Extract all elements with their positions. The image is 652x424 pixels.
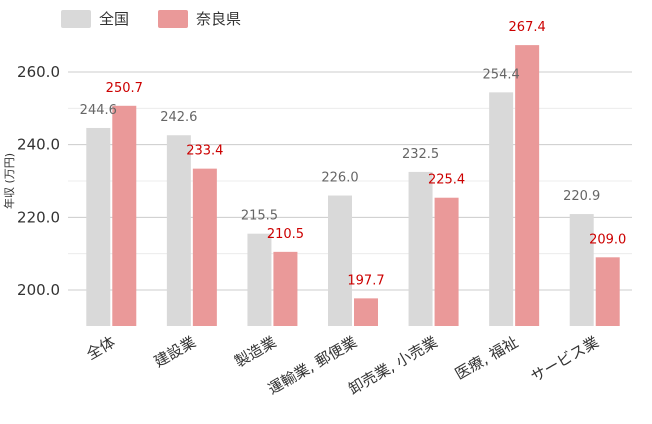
data-label-national: 215.5: [241, 209, 278, 224]
data-label-nara: 267.4: [509, 20, 546, 35]
data-label-nara: 225.4: [428, 173, 465, 188]
y-axis-title: 年収 (万円): [2, 153, 16, 209]
y-tick-label: 220.0: [17, 208, 60, 226]
bar-nara: [515, 45, 540, 326]
bar-national: [247, 233, 272, 326]
legend-label-national: 全国: [99, 10, 129, 28]
data-label-national: 232.5: [402, 147, 439, 162]
data-label-nara: 209.0: [589, 232, 626, 247]
y-tick-label: 240.0: [17, 136, 60, 154]
data-label-national: 242.6: [160, 110, 197, 125]
bar-nara: [112, 105, 137, 326]
x-category-label: 製造業: [231, 333, 279, 371]
data-label-national: 254.4: [483, 67, 520, 82]
bar-national: [489, 92, 514, 326]
legend-swatch-nara: [158, 10, 188, 28]
bar-national: [569, 214, 594, 326]
data-label-nara: 233.4: [186, 144, 223, 159]
y-tick-label: 200.0: [17, 281, 60, 299]
data-label-nara: 197.7: [347, 273, 384, 288]
bar-nara: [434, 197, 459, 326]
data-label-national: 226.0: [321, 171, 358, 186]
data-labels: 244.6 250.7 242.6 233.4 215.5 210.5 226.0 197.7…: [80, 20, 627, 288]
bar-nara: [273, 251, 298, 326]
x-category-label: 建設業: [151, 333, 199, 371]
data-label-national: 244.6: [80, 103, 117, 118]
data-label-national: 220.9: [563, 189, 600, 204]
y-tick-label: 260.0: [17, 63, 60, 81]
x-category-label: サービス業: [528, 333, 602, 386]
data-label-nara: 210.5: [267, 227, 304, 242]
legend-swatch-national: [61, 10, 91, 28]
x-category-label: 運輸業, 郵便業: [265, 333, 360, 398]
bar-national: [166, 135, 191, 326]
x-category-label: 医療, 福祉: [452, 333, 521, 383]
bar-nara: [192, 168, 217, 326]
data-label-nara: 250.7: [106, 81, 143, 96]
bar-nara: [354, 298, 378, 326]
x-category-label: 全体: [83, 333, 118, 364]
bar-national: [408, 171, 433, 326]
bar-national: [328, 195, 352, 326]
legend[interactable]: 全国 奈良県: [61, 10, 241, 28]
bar-national: [86, 127, 111, 326]
bars: [86, 45, 620, 326]
legend-label-nara: 奈良県: [196, 10, 241, 28]
x-category-label: 卸売業, 小売業: [345, 333, 440, 398]
y-axis: 200.0 220.0 240.0 260.0: [17, 63, 60, 299]
bar-nara: [595, 257, 620, 326]
